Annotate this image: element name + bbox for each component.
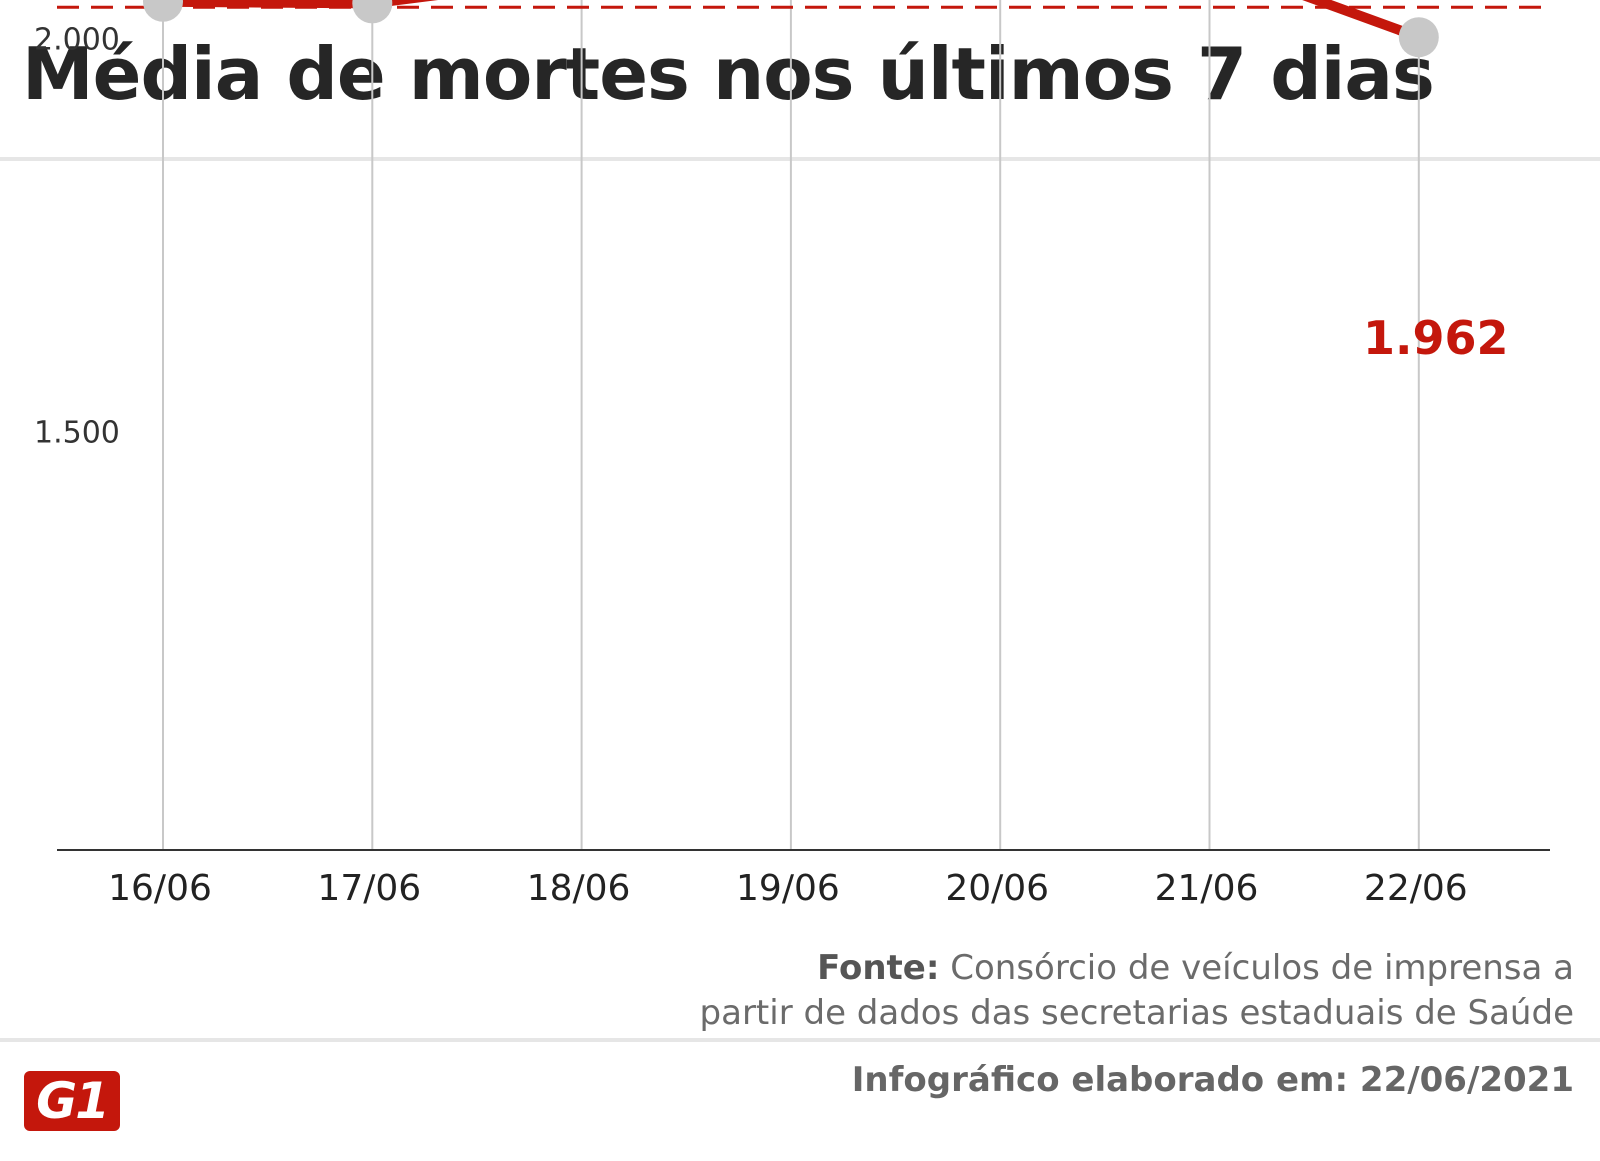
x-tick-label: 16/06: [108, 868, 212, 909]
page-title: Média de mortes nos últimos 7 dias: [22, 32, 1435, 116]
highlight-value-label: 1.962: [1363, 311, 1509, 365]
y-tick-label: 2.000: [34, 22, 120, 57]
x-tick-label: 22/06: [1364, 868, 1468, 909]
x-tick-label: 21/06: [1155, 868, 1259, 909]
y-tick-label: 1.500: [34, 416, 120, 451]
source-text-1: Consórcio de veículos de imprensa a: [950, 948, 1574, 988]
title-divider: [0, 157, 1600, 161]
line-chart: 1.500 2.000 16/06 17/06 18/06 19/06 20/06 21/0…: [34, 0, 1550, 909]
source-label: Fonte:: [817, 948, 940, 988]
source-text-2: partir de dados das secretarias estaduai…: [699, 993, 1574, 1033]
x-tick-label: 20/06: [945, 868, 1049, 909]
x-tick-label: 17/06: [317, 868, 421, 909]
x-tick-label: 18/06: [527, 868, 631, 909]
footer-divider: [0, 1038, 1600, 1042]
source-line-1: Fonte: Consórcio de veículos de imprensa…: [700, 946, 1574, 991]
g1-logo: G1: [24, 1071, 120, 1131]
data-point: [352, 0, 393, 24]
x-tick-label: 19/06: [736, 868, 840, 909]
infographic-date: Infográfico elaborado em: 22/06/2021: [851, 1060, 1574, 1100]
source-note: Fonte: Consórcio de veículos de imprensa…: [700, 946, 1574, 1036]
data-point: [143, 0, 183, 22]
data-point: [1398, 17, 1439, 58]
